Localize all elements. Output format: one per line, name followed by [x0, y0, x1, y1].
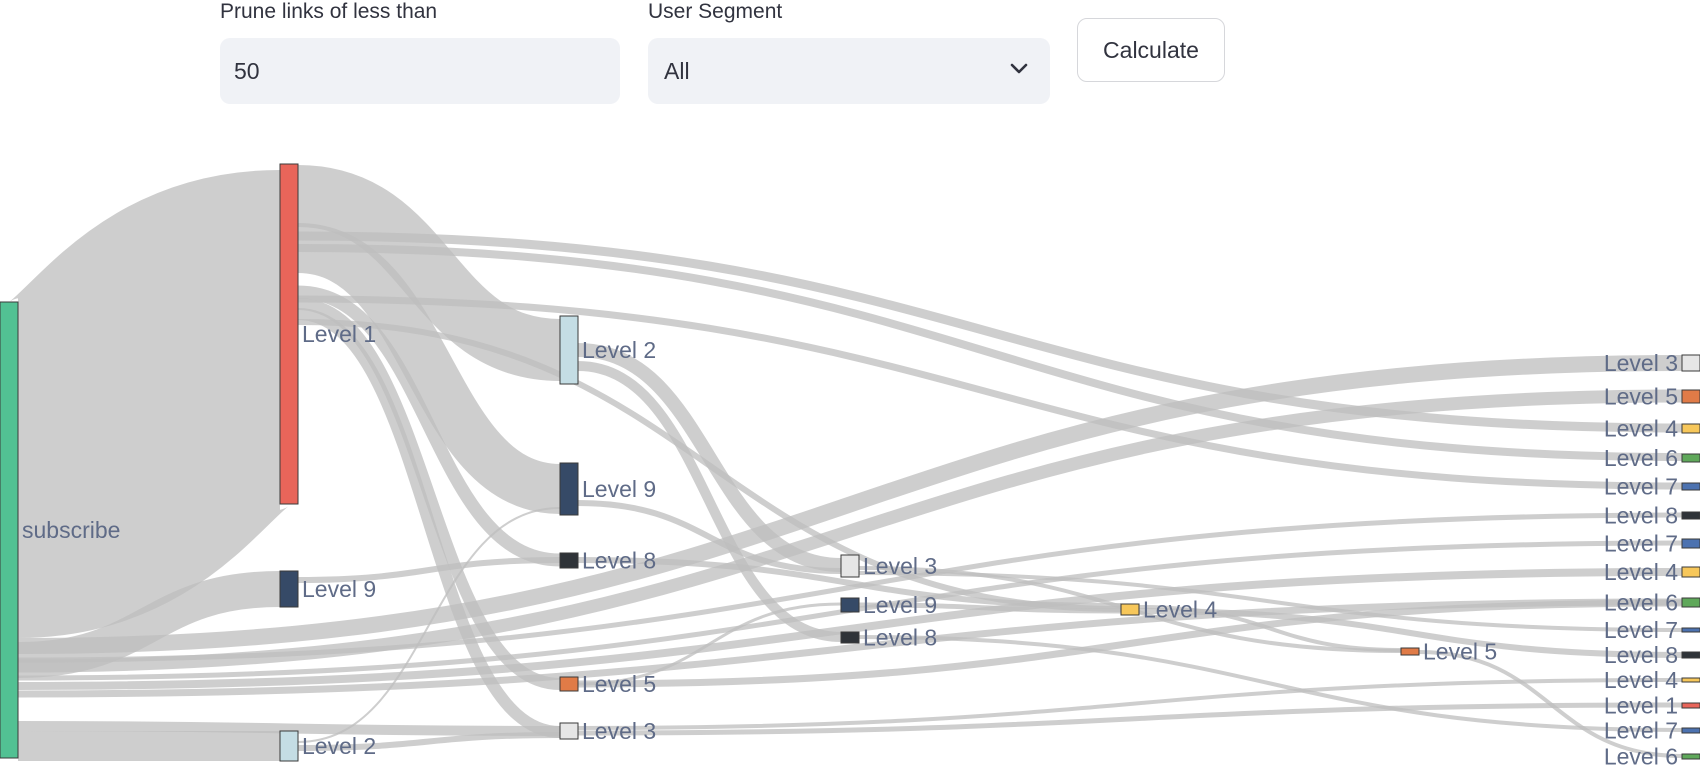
node-r_level7b[interactable]: [1681, 538, 1700, 549]
link-subscribe-to-r_level8a: [17, 512, 1683, 663]
link-c2_level9-to-c3_level3: [577, 500, 842, 574]
link-c1_level2-to-c2_level3: [297, 732, 561, 751]
node-label-c4_level4: Level 4: [1143, 597, 1217, 623]
node-label-c1_level2: Level 2: [302, 733, 376, 759]
link-c1_level1-to-r_level6a: [297, 244, 1683, 461]
link-c4_level4-to-r_level8b: [1138, 608, 1683, 658]
node-c4_level4[interactable]: [1120, 603, 1140, 616]
chevron-down-icon: [1010, 62, 1028, 80]
node-label-c2_level5: Level 5: [582, 671, 656, 697]
node-label-r_level3: Level 3: [1604, 350, 1678, 376]
node-r_level7d[interactable]: [1681, 727, 1700, 734]
node-c2_level9[interactable]: [559, 462, 579, 516]
node-c1_level2[interactable]: [279, 730, 299, 762]
node-r_level1[interactable]: [1681, 702, 1700, 709]
link-subscribe-to-r_level4b: [17, 568, 1683, 690]
node-c3_level8[interactable]: [840, 631, 860, 644]
node-r_level7a[interactable]: [1681, 482, 1700, 491]
node-c5_level5[interactable]: [1400, 647, 1420, 656]
link-c1_level1-to-c2_level3: [297, 308, 561, 738]
node-label-c2_level2: Level 2: [582, 337, 656, 363]
node-label-c1_level9: Level 9: [302, 576, 376, 602]
node-label-r_level1: Level 1: [1604, 693, 1678, 719]
link-c2_level8-to-c4_level4: [577, 557, 1122, 609]
node-label-c2_level3: Level 3: [582, 718, 656, 744]
node-c1_level1[interactable]: [279, 163, 299, 505]
node-c3_level9[interactable]: [840, 597, 860, 613]
node-r_level3[interactable]: [1681, 354, 1700, 372]
node-label-c3_level9: Level 9: [863, 592, 937, 618]
link-c1_level1-to-c2_level2: [296, 165, 562, 381]
link-c1_level1-to-r_level7a: [297, 295, 1683, 490]
link-c3_level8-to-r_level7d: [858, 635, 1683, 732]
link-subscribe-to-c1_level1: [3, 170, 295, 638]
node-label-r_level5: Level 5: [1604, 384, 1678, 410]
node-r_level6a[interactable]: [1681, 453, 1700, 463]
node-label-r_level7d: Level 7: [1604, 718, 1678, 744]
link-c2_level3-to-r_level1: [577, 702, 1683, 736]
segment-selected-value: All: [664, 58, 690, 84]
link-c3_level3-to-r_level7c: [858, 571, 1683, 632]
node-label-r_level7c: Level 7: [1604, 617, 1678, 643]
node-label-subscribe: subscribe: [22, 517, 120, 543]
node-c2_level8[interactable]: [559, 552, 579, 569]
node-c1_level9[interactable]: [279, 570, 299, 608]
node-c2_level5[interactable]: [559, 676, 579, 692]
node-r_level4a[interactable]: [1681, 423, 1700, 434]
node-label-c1_level1: Level 1: [302, 321, 376, 347]
link-c1_level1-to-c2_level8: [297, 285, 561, 567]
segment-label: User Segment: [648, 0, 783, 23]
node-label-c3_level3: Level 3: [863, 553, 937, 579]
link-c2_level5-to-c3_level9: [577, 602, 842, 686]
node-label-r_level7a: Level 7: [1604, 474, 1678, 500]
node-label-r_level7b: Level 7: [1604, 531, 1678, 557]
node-label-r_level6a: Level 6: [1604, 445, 1678, 471]
link-c2_level5-to-r_level6b: [577, 599, 1683, 688]
node-r_level6b[interactable]: [1681, 597, 1700, 608]
link-c5_level5-to-r_level6c: [1418, 650, 1683, 758]
node-label-c2_level8: Level 8: [582, 548, 656, 574]
node-label-r_level6b: Level 6: [1604, 590, 1678, 616]
link-c1_level1-to-c2_level9: [296, 223, 562, 514]
node-r_level8b[interactable]: [1681, 651, 1700, 659]
node-label-c5_level5: Level 5: [1423, 639, 1497, 665]
link-subscribe-to-c1_level9: [17, 571, 281, 678]
calculate-button[interactable]: Calculate: [1077, 18, 1225, 82]
node-label-c3_level8: Level 8: [863, 625, 937, 651]
node-c2_level2[interactable]: [559, 315, 579, 385]
link-subscribe-to-r_level6b: [17, 598, 1683, 698]
node-r_level4c[interactable]: [1681, 677, 1700, 683]
node-label-r_level4c: Level 4: [1604, 667, 1678, 693]
node-c2_level3[interactable]: [559, 722, 579, 740]
link-c2_level2-to-c3_level3: [577, 343, 842, 572]
link-subscribe-to-r_level3: [17, 355, 1683, 654]
node-label-r_level8a: Level 8: [1604, 503, 1678, 529]
node-label-r_level8b: Level 8: [1604, 642, 1678, 668]
node-label-r_level4b: Level 4: [1604, 559, 1678, 585]
link-c1_level1-to-r_level4a: [297, 231, 1683, 433]
node-label-r_level4a: Level 4: [1604, 416, 1678, 442]
node-label-c2_level9: Level 9: [582, 476, 656, 502]
segment-select[interactable]: All: [648, 38, 1050, 104]
node-subscribe[interactable]: [0, 301, 19, 759]
node-r_level6c[interactable]: [1681, 753, 1700, 760]
prune-value[interactable]: 50: [234, 58, 260, 84]
node-label-r_level6c: Level 6: [1604, 744, 1678, 769]
sankey-links: [3, 165, 1683, 762]
link-subscribe-to-c2_level3: [17, 721, 561, 736]
node-c3_level3[interactable]: [840, 554, 860, 578]
link-c1_level9-to-c2_level8: [297, 557, 561, 583]
node-r_level7c[interactable]: [1681, 627, 1700, 633]
prune-number-input[interactable]: 50 − +: [220, 38, 820, 104]
link-c2_level3-to-r_level4c: [577, 678, 1683, 730]
node-r_level5[interactable]: [1681, 389, 1700, 404]
node-r_level4b[interactable]: [1681, 566, 1700, 578]
prune-label: Prune links of less than: [220, 0, 438, 23]
link-c2_level2-to-c3_level8: [577, 361, 842, 642]
node-r_level8a[interactable]: [1681, 511, 1700, 520]
sankey-nodes: subscribe Level 1 Level 9 Level 2 Level 2 Lev…: [0, 163, 1700, 769]
link-c1_level2-to-c2_level9: [297, 507, 561, 743]
link-c3_level9-to-c4_level4: [858, 602, 1122, 614]
